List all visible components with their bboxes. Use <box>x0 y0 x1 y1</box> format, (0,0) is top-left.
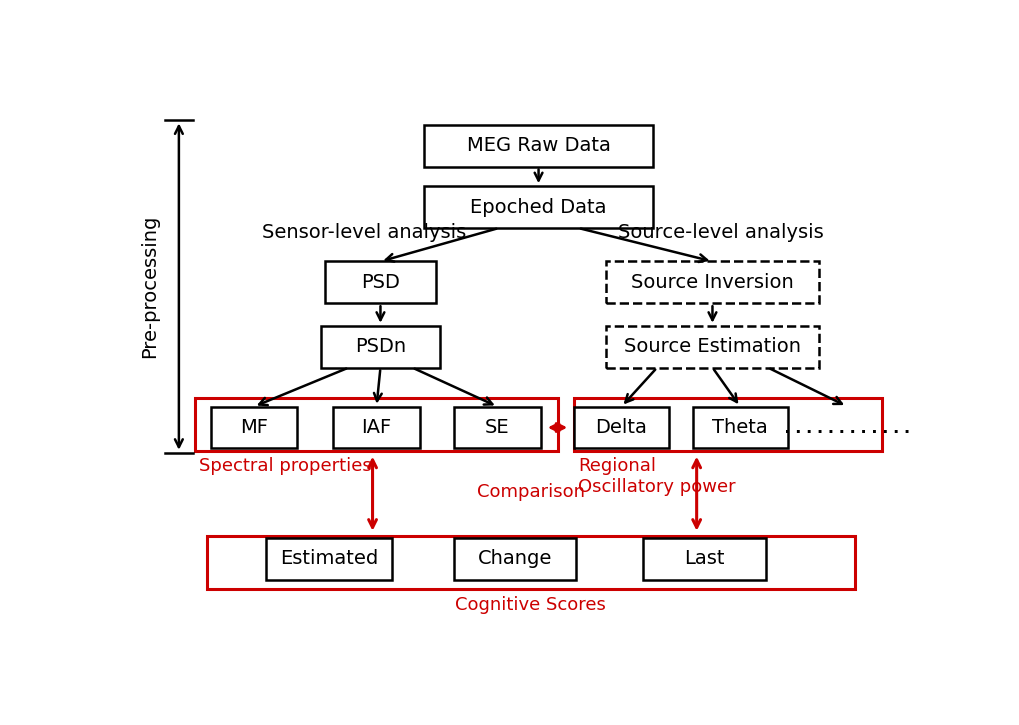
Text: ............: ............ <box>781 418 911 436</box>
Text: Epoched Data: Epoched Data <box>470 197 606 217</box>
Text: PSD: PSD <box>361 273 399 292</box>
FancyBboxPatch shape <box>453 407 540 449</box>
FancyBboxPatch shape <box>424 186 652 228</box>
Text: PSDn: PSDn <box>355 337 406 356</box>
Text: MEG Raw Data: MEG Raw Data <box>466 136 610 155</box>
Text: Spectral properties: Spectral properties <box>199 457 371 475</box>
FancyBboxPatch shape <box>574 407 668 449</box>
FancyBboxPatch shape <box>605 326 818 368</box>
Text: Change: Change <box>477 550 551 568</box>
Text: Sensor-level analysis: Sensor-level analysis <box>262 223 466 241</box>
FancyBboxPatch shape <box>210 407 298 449</box>
Text: Comparison: Comparison <box>476 483 584 501</box>
Text: SE: SE <box>485 418 510 437</box>
FancyBboxPatch shape <box>333 407 420 449</box>
FancyBboxPatch shape <box>605 262 818 303</box>
FancyBboxPatch shape <box>325 262 435 303</box>
FancyBboxPatch shape <box>643 538 765 580</box>
Text: Source-level analysis: Source-level analysis <box>618 223 822 241</box>
Text: Regional
Oscillatory power: Regional Oscillatory power <box>578 457 735 496</box>
FancyBboxPatch shape <box>424 125 652 167</box>
Text: Pre-processing: Pre-processing <box>140 215 159 358</box>
Text: IAF: IAF <box>361 418 391 437</box>
FancyBboxPatch shape <box>266 538 392 580</box>
Text: Estimated: Estimated <box>279 550 378 568</box>
FancyBboxPatch shape <box>453 538 576 580</box>
FancyBboxPatch shape <box>692 407 787 449</box>
Text: Theta: Theta <box>711 418 767 437</box>
Text: MF: MF <box>239 418 268 437</box>
Text: Cognitive Scores: Cognitive Scores <box>454 596 605 614</box>
Text: Source Inversion: Source Inversion <box>631 273 793 292</box>
Text: Source Estimation: Source Estimation <box>624 337 800 356</box>
Text: Delta: Delta <box>595 418 647 437</box>
Text: Last: Last <box>684 550 725 568</box>
FancyBboxPatch shape <box>321 326 439 368</box>
